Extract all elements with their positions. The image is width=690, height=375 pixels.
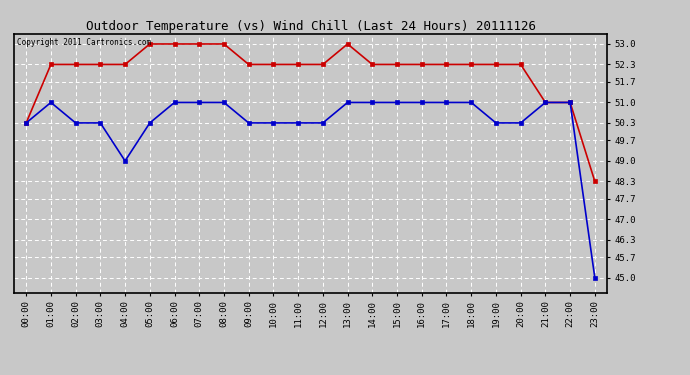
Text: Copyright 2011 Cartronics.com: Copyright 2011 Cartronics.com — [17, 38, 151, 46]
Title: Outdoor Temperature (vs) Wind Chill (Last 24 Hours) 20111126: Outdoor Temperature (vs) Wind Chill (Las… — [86, 20, 535, 33]
